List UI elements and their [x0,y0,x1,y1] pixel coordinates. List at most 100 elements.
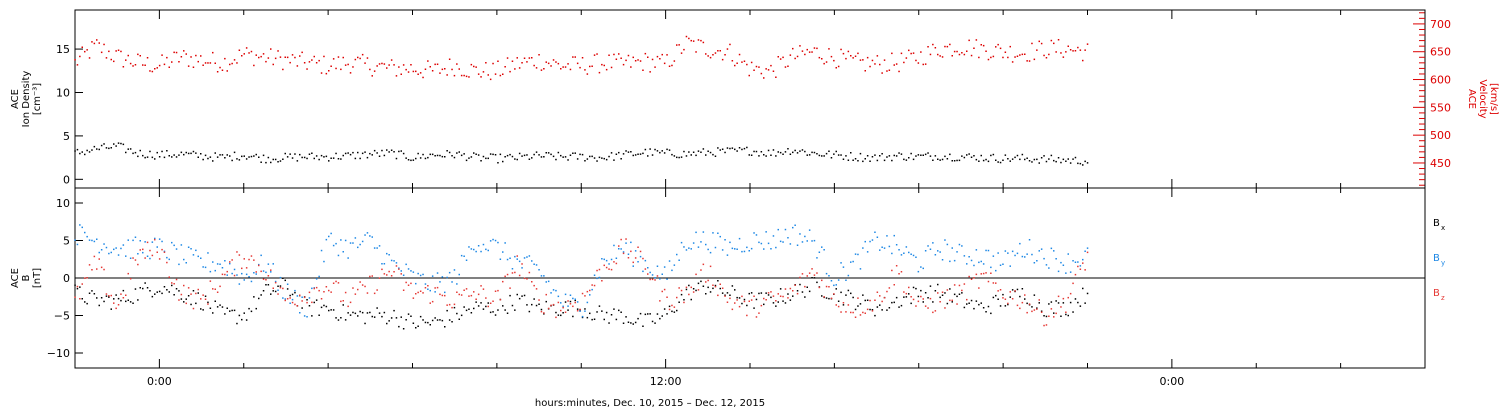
panel-bottom-series-1-point [523,257,526,259]
panel-bottom-series-2-point [265,279,267,281]
panel-bottom-series-1-point [763,248,765,250]
panel-top-series-0-point [702,41,705,44]
panel-top-series-1-point [958,159,961,162]
panel-top-series-1-point [1045,160,1048,163]
panel-top-series-0-point [76,64,79,66]
panel-bottom-series-0-point [932,301,934,303]
panel-top-series-1-point [144,156,146,159]
panel-bottom-series-0-point [920,289,922,292]
panel-bottom-series-2-point [151,254,154,257]
panel-bottom-series-2-point [961,289,963,292]
panel-top-series-0-point [378,63,381,65]
panel-top-series-1-point [262,154,265,157]
panel-bottom-series-2-point [390,275,393,277]
panel-top-series-0-point [415,70,417,73]
panel-top-series-1-point [632,154,634,157]
panel-top-series-1-point [1082,164,1084,166]
panel-top-series-0-point [755,65,758,68]
panel-top-series-0-point [690,39,692,42]
panel-bottom-series-0-point [226,307,228,309]
panel-top-series-1-point [229,155,231,157]
panel-bottom-series-0-point [562,312,564,314]
panel-top-series-0-point [352,66,354,68]
panel-bottom-series-2-point [424,287,427,289]
panel-bottom-series-2-point [835,304,837,306]
panel-bottom-series-1-point [939,251,941,253]
panel-top-series-1-point [398,150,400,153]
panel-top-series-1-point [311,152,313,154]
panel-top-series-0-point [615,58,618,60]
panel-top-series-0-point [207,62,209,64]
panel-bottom-series-1-point [137,253,139,255]
panel-bottom-series-1-point [651,274,654,276]
panel-bottom-series-0-point [1031,306,1033,308]
panel-top-series-0-point [823,62,825,65]
panel-bottom-series-2-point [100,266,103,269]
panel-bottom-series-0-point [569,300,572,303]
panel-top-series-1-point [748,154,750,156]
panel-bottom-series-0-point [796,290,799,292]
panel-bottom-series-2-point [1045,324,1048,326]
panel-bottom-series-1-point [306,316,308,318]
panel-bottom-series-1-point [388,254,390,256]
panel-top-series-1-point [146,156,149,158]
panel-top-series-0-point [816,47,818,50]
panel-bottom-series-2-point [103,268,105,271]
panel-bottom-series-1-point [332,244,335,247]
panel-top-series-0-point [364,62,366,64]
panel-bottom-series-2-point [473,291,475,293]
panel-bottom-series-1-point [349,242,352,244]
panel-bottom-series-0-point [656,313,659,315]
panel-bottom-series-2-point [1074,273,1077,276]
panel-top-series-0-point [306,68,308,70]
panel-top-series-0-point [1072,50,1074,52]
panel-bottom-series-0-point [953,293,956,296]
panel-bottom-series-0-point [741,302,743,305]
panel-bottom-series-0-point [238,314,241,317]
panel-bottom-series-2-point [482,288,485,290]
panel-bottom-series-0-point [402,328,405,330]
panel-top-series-1-point [1057,157,1060,159]
panel-top-series-0-point [427,60,429,62]
panel-bottom-series-1-point [564,293,567,296]
panel-top-series-1-point [200,153,202,155]
panel-bottom-series-1-point [168,258,170,261]
panel-top-series-0-point [100,51,103,54]
panel-bottom-series-0-point [915,287,917,290]
panel-bottom-series-0-point [545,300,547,303]
panel-bottom-series-0-point [837,300,840,302]
panel-bottom-series-0-point [825,297,828,299]
panel-top-series-1-point [460,154,463,157]
panel-bottom-series-0-point [895,296,898,299]
panel-bottom-series-2-point [487,305,489,308]
panel-bottom-series-0-point [676,309,678,312]
panel-bottom-series-0-point [1072,311,1074,313]
panel-top-series-0-point [308,61,311,63]
panel-top-series-0-point [545,61,547,63]
panel-top-series-1-point [163,156,166,159]
panel-bottom-series-0-point [1060,315,1062,317]
panel-top-series-1-point [560,154,562,157]
panel-top-series-0-point [376,65,378,67]
panel-top-series-0-point [833,59,835,62]
panel-bottom-series-1-point [485,248,487,251]
panel-bottom-series-2-point [446,304,448,306]
panel-bottom-series-2-point [598,268,601,271]
panel-top-series-0-point [161,54,163,56]
panel-bottom-series-1-point [709,251,712,254]
panel-bottom-series-1-point [818,251,821,253]
panel-bottom-series-2-point [325,286,328,288]
panel-bottom-series-0-point [678,301,680,303]
panel-bottom-left-tick-label: 10 [56,197,70,210]
panel-bottom-series-0-point [352,311,354,314]
panel-bottom-series-1-point [175,248,178,250]
panel-bottom-series-1-point [717,232,719,234]
panel-bottom-series-2-point [920,295,922,298]
panel-top-series-0-point [908,49,910,52]
panel-bottom-series-1-point [108,252,110,255]
panel-bottom-series-2-point [441,294,444,297]
panel-bottom-series-1-point [903,252,905,254]
panel-top-series-1-point [915,155,917,157]
panel-bottom-series-2-point [970,278,973,280]
panel-top-series-1-point [284,152,286,155]
